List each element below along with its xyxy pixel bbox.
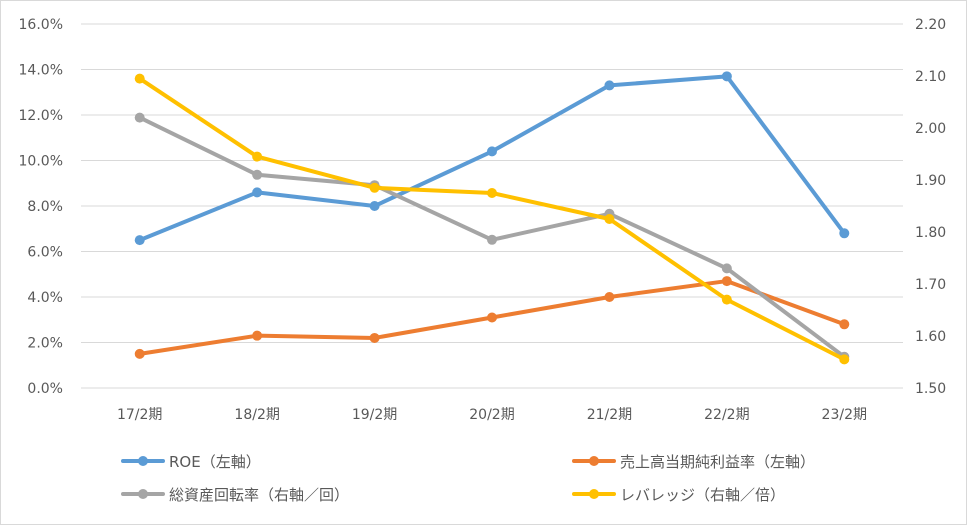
x-tick-label: 20/2期 (469, 407, 514, 423)
x-tick-label: 21/2期 (587, 407, 632, 423)
data-point (604, 80, 615, 91)
data-point (721, 276, 732, 287)
right-tick-label: 2.00 (915, 121, 946, 137)
data-point (839, 228, 850, 239)
legend-label: 売上高当期純利益率（左軸） (620, 453, 815, 471)
legend-swatch-marker (138, 456, 148, 466)
legend-item: 総資産回転率（右軸／回） (121, 486, 349, 504)
right-tick-label: 1.80 (915, 225, 946, 241)
data-point (369, 182, 380, 193)
right-tick-label: 2.20 (915, 17, 946, 33)
right-tick-label: 1.60 (915, 329, 946, 345)
left-axis-ticks: 0.0% 2.0% 4.0% 6.0% 8.0% 10.0% 12.0% 14.0% 16.0% (19, 17, 63, 397)
data-point (721, 263, 732, 274)
series-line (137, 74, 847, 243)
left-tick-label: 8.0% (27, 199, 63, 215)
data-point (721, 294, 732, 305)
legend-item: レバレッジ（右軸／倍） (572, 486, 785, 504)
legend-item: 売上高当期純利益率（左軸） (572, 453, 815, 471)
legend: ROE（左軸） 売上高当期純利益率（左軸） 総資産回転率（右軸／回） レバレッジ（右軸… (121, 453, 815, 504)
data-point (604, 214, 615, 224)
legend-label: レバレッジ（右軸／倍） (620, 486, 785, 504)
x-tick-label: 22/2期 (704, 407, 749, 423)
legend-label: ROE（左軸） (169, 453, 261, 471)
legend-swatch-marker (138, 489, 148, 499)
data-point (369, 332, 380, 343)
series-layer (134, 71, 850, 365)
left-tick-label: 14.0% (19, 63, 63, 79)
right-tick-label: 1.90 (915, 173, 946, 189)
data-point (252, 187, 263, 198)
legend-swatch-marker (589, 456, 599, 466)
x-tick-label: 19/2期 (352, 407, 397, 423)
data-point (134, 348, 145, 359)
data-point (839, 354, 850, 365)
data-point (252, 169, 263, 180)
right-tick-label: 2.10 (915, 69, 946, 85)
series-2 (134, 276, 850, 359)
data-point (487, 312, 497, 323)
x-tick-label: 18/2期 (234, 407, 279, 423)
x-tick-label: 17/2期 (117, 407, 162, 423)
left-tick-label: 6.0% (27, 245, 63, 261)
data-point (839, 319, 850, 330)
gridlines (81, 23, 903, 389)
legend-item: ROE（左軸） (121, 453, 261, 471)
data-point (134, 73, 145, 84)
left-tick-label: 0.0% (27, 381, 63, 397)
left-tick-label: 10.0% (19, 154, 63, 170)
x-tick-label: 23/2期 (822, 407, 867, 423)
legend-swatch-marker (589, 489, 599, 499)
series-1 (134, 71, 850, 246)
data-point (252, 151, 263, 162)
right-axis-ticks: 1.50 1.60 1.70 1.80 1.90 2.00 2.10 2.20 (915, 17, 946, 397)
right-tick-label: 1.50 (915, 381, 946, 397)
data-point (252, 330, 263, 341)
data-point (134, 235, 145, 246)
data-point (134, 112, 145, 123)
data-point (604, 292, 615, 302)
right-tick-label: 1.70 (915, 277, 946, 293)
legend-label: 総資産回転率（右軸／回） (169, 486, 349, 504)
data-point (487, 234, 497, 245)
left-tick-label: 4.0% (27, 290, 63, 306)
left-tick-label: 16.0% (19, 17, 63, 33)
left-tick-label: 12.0% (19, 108, 63, 124)
left-tick-label: 2.0% (27, 336, 63, 352)
series-4 (134, 73, 850, 365)
x-axis-ticks: 17/2期 18/2期 19/2期 20/2期 21/2期 22/2期 23/2期 (117, 407, 867, 423)
data-point (487, 146, 497, 157)
data-point (487, 188, 497, 198)
data-point (721, 71, 732, 82)
data-point (369, 201, 380, 211)
